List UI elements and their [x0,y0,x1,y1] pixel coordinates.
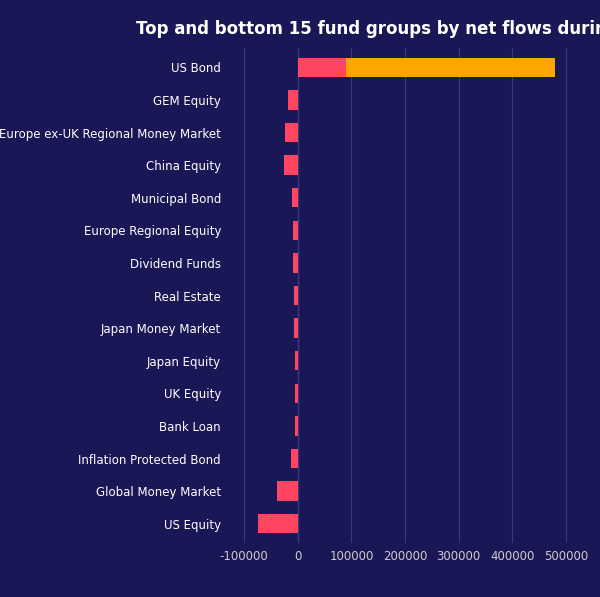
Bar [291,449,298,468]
Bar [284,155,298,175]
Bar [293,253,298,273]
Bar [294,318,298,338]
Bar [295,351,298,371]
Bar [298,57,346,77]
Bar [294,286,298,305]
Bar [295,416,298,436]
Bar [298,57,555,77]
Bar [257,514,298,534]
Bar [286,123,298,142]
Bar [293,220,298,240]
Title: Top and bottom 15 fund groups by net flows during 1Q23: Top and bottom 15 fund groups by net flo… [136,20,600,38]
Bar [277,481,298,501]
Bar [292,188,298,208]
Bar [288,90,298,110]
Bar [295,383,298,403]
